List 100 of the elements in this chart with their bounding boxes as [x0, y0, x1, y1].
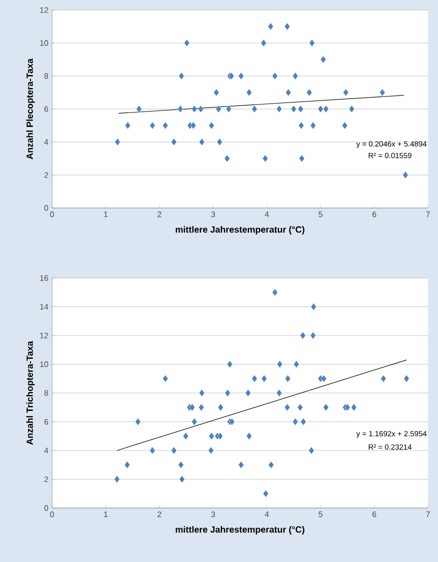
point — [379, 88, 386, 96]
x-tick-label: 2 — [158, 512, 162, 518]
point — [348, 105, 355, 113]
y-tick-label: 0 — [44, 205, 48, 211]
point — [261, 374, 268, 382]
point — [294, 360, 300, 368]
x-tick-label: 4 — [264, 212, 269, 218]
point — [344, 404, 350, 412]
x-tick-label: 1 — [104, 212, 108, 218]
x-tick-label: 5 — [318, 512, 322, 518]
point — [268, 461, 274, 469]
point — [150, 446, 156, 454]
point — [246, 88, 252, 96]
point — [208, 122, 214, 130]
point — [300, 332, 306, 340]
y-tick-label: 14 — [40, 304, 48, 310]
y-tick-label: 4 — [44, 139, 48, 145]
point — [298, 154, 305, 162]
point — [290, 105, 297, 113]
y-tick-label: 12 — [40, 7, 48, 13]
point — [224, 154, 230, 162]
point — [262, 154, 268, 162]
point — [284, 374, 291, 382]
point — [298, 105, 304, 113]
point — [136, 105, 142, 113]
point — [191, 418, 198, 426]
point — [124, 122, 131, 130]
point — [252, 105, 258, 113]
point — [124, 461, 130, 469]
point — [189, 404, 196, 412]
y-axis-title: Anzahl Trichoptera-Taxa — [26, 341, 35, 445]
y-tick-label: 6 — [44, 106, 48, 112]
y-tick-label: 8 — [44, 73, 48, 79]
point — [246, 432, 252, 440]
point — [238, 461, 244, 469]
point — [318, 105, 324, 113]
point — [226, 105, 232, 113]
point — [308, 446, 314, 454]
point — [198, 105, 204, 113]
point — [191, 105, 198, 113]
point — [217, 432, 223, 440]
point — [284, 22, 290, 30]
x-tick-label: 3 — [211, 512, 216, 518]
y-tick-label: 4 — [44, 448, 48, 454]
point — [272, 72, 278, 80]
point — [276, 389, 282, 397]
point — [262, 490, 269, 498]
point — [208, 446, 214, 454]
x-axis-title: mittlere Jahrestemperatur (°C) — [176, 226, 304, 234]
point — [178, 105, 184, 113]
point — [404, 374, 410, 382]
y-tick-label: 10 — [40, 361, 48, 368]
point — [150, 122, 156, 130]
point — [245, 389, 251, 397]
x-tick-label: 2 — [158, 212, 162, 218]
x-tick-label: 4 — [264, 512, 269, 518]
y-tick-label: 2 — [44, 476, 48, 482]
y-tick-label: 12 — [40, 332, 48, 338]
point — [310, 122, 316, 130]
point — [309, 39, 315, 47]
point — [342, 122, 348, 130]
point — [199, 138, 205, 146]
point — [285, 88, 292, 96]
point — [298, 122, 304, 130]
x-tick-label: 5 — [318, 212, 322, 218]
point — [214, 88, 220, 96]
point — [300, 418, 306, 426]
point — [276, 105, 282, 113]
point — [162, 122, 168, 130]
point — [178, 461, 184, 469]
point — [252, 374, 258, 382]
point — [292, 72, 298, 80]
point — [284, 404, 290, 412]
point — [190, 122, 196, 130]
x-tick-label: 0 — [50, 512, 54, 518]
y-tick-label: 2 — [44, 172, 48, 178]
x-tick-label: 0 — [50, 212, 54, 218]
point — [216, 105, 222, 113]
point — [226, 360, 233, 368]
point — [320, 56, 326, 64]
y-tick-label: 10 — [40, 40, 48, 46]
point — [198, 404, 204, 412]
point — [310, 332, 316, 340]
point — [297, 404, 304, 412]
point — [238, 72, 244, 80]
point — [320, 374, 327, 382]
x-axis-title: mittlere Jahrestemperatur (°C) — [176, 526, 304, 534]
x-tick-label: 7 — [426, 212, 430, 218]
point — [224, 389, 230, 397]
x-tick-label: 6 — [372, 512, 376, 518]
x-tick-label: 6 — [372, 212, 376, 218]
y-axis-title: Anzahl Plecoptera-Taxa — [26, 58, 35, 160]
point — [178, 72, 184, 80]
point — [323, 105, 329, 113]
x-tick-label: 3 — [211, 212, 216, 218]
point — [292, 418, 298, 426]
point — [380, 374, 386, 382]
point — [276, 360, 283, 368]
point — [306, 88, 312, 96]
point — [402, 171, 408, 179]
